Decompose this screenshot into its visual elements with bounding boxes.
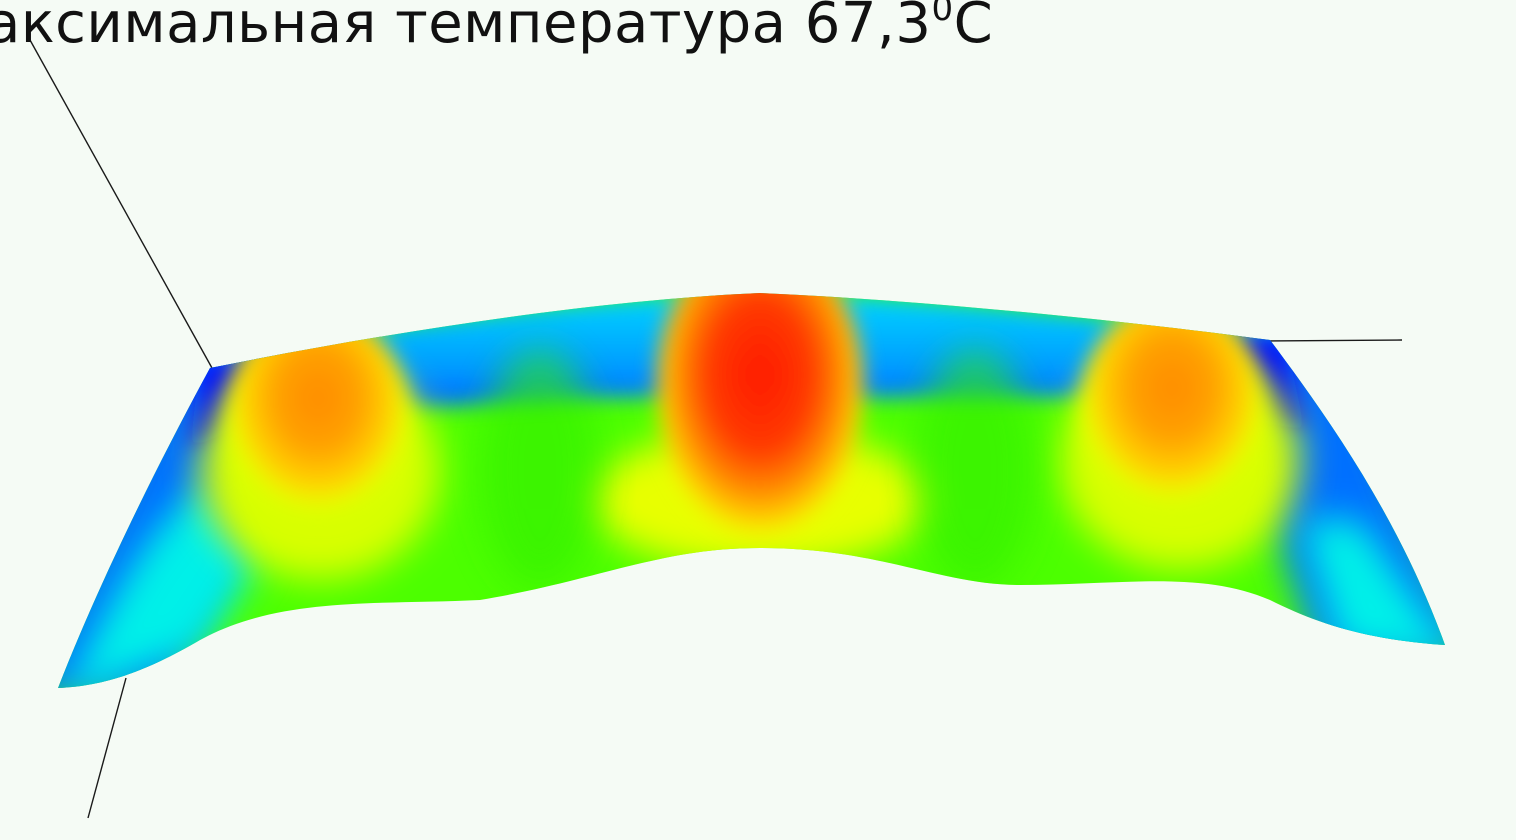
chart-title: аксимальная температура 67,30C [0, 0, 993, 64]
surface-peak-left [226, 310, 410, 530]
axis-lines [29, 39, 1403, 819]
axis-line-front-left [87, 677, 127, 819]
surface-shade-right [915, 350, 1035, 590]
axis-line-back-right [1264, 339, 1403, 342]
temperature-surface [58, 293, 1445, 688]
surface-peak-center [656, 293, 864, 540]
chart-title-unit: C [953, 0, 994, 56]
surface-shade-left [480, 350, 600, 590]
axis-line-back-left [29, 39, 213, 369]
surface-right-edge-cyan [1300, 520, 1445, 660]
surface-peak-right [1080, 300, 1264, 520]
chart-title-degree: 0 [931, 0, 954, 29]
surface-left-edge-cyan [60, 480, 260, 688]
chart-title-text: аксимальная температура 67,3 [0, 0, 932, 56]
